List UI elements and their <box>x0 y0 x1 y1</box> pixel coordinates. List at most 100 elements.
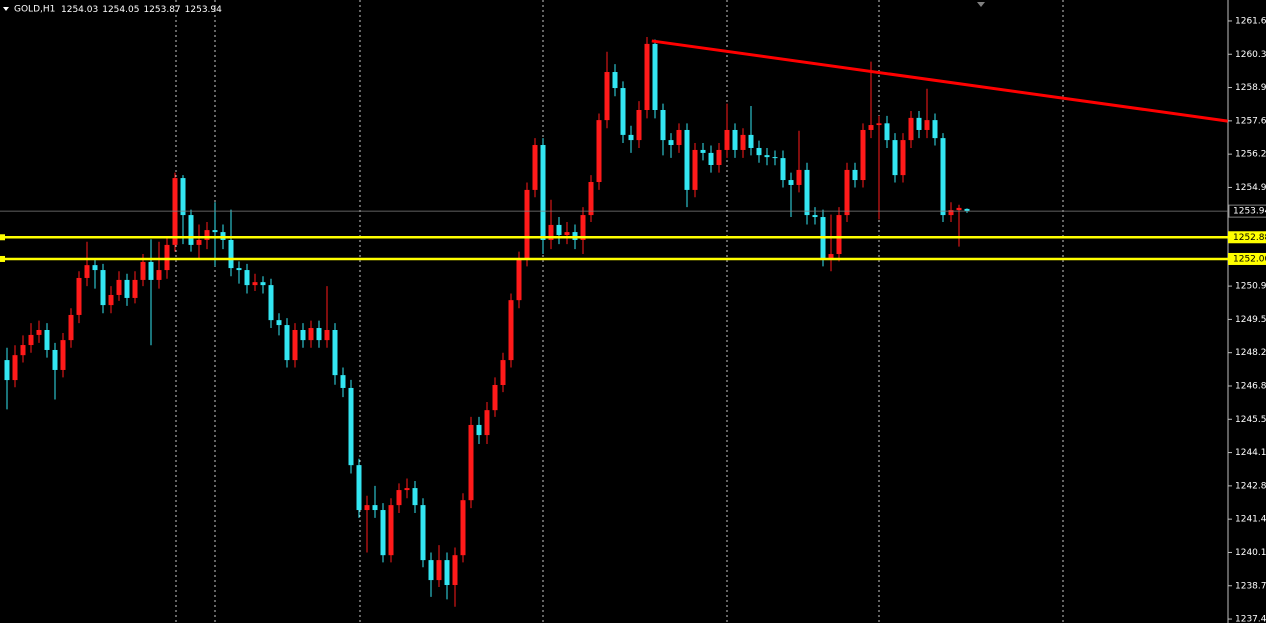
level-box <box>1228 231 1266 244</box>
candle-body <box>964 208 970 212</box>
y-tick-label: 1248.20 <box>1235 348 1266 358</box>
y-tick-label: 1260.30 <box>1235 50 1266 60</box>
y-tick-label: 1244.15 <box>1235 448 1266 458</box>
candle-body <box>12 355 18 381</box>
candle-body <box>596 120 602 183</box>
candle-body <box>116 279 122 295</box>
y-tick-label: 1246.85 <box>1235 381 1266 391</box>
candle-body <box>36 329 42 335</box>
candle-body <box>812 215 818 218</box>
candle-body <box>508 300 514 361</box>
candle-body <box>236 268 242 271</box>
ohlc-header: 1254.03 1254.05 1253.87 1253.94 <box>61 5 222 15</box>
y-tick-label: 1249.55 <box>1235 315 1266 325</box>
candle-body <box>228 239 234 269</box>
candle-body <box>284 325 290 361</box>
candle-body <box>484 410 490 436</box>
level-box <box>1228 252 1266 265</box>
candle-body <box>756 147 762 156</box>
candle-body <box>476 424 482 436</box>
candle-body <box>636 109 642 141</box>
current-price-label: 1253.94 <box>1233 207 1266 217</box>
candle-body <box>164 244 170 271</box>
candle-body <box>516 259 522 301</box>
candle-body <box>628 134 634 141</box>
level-label: 1252.88 <box>1233 233 1266 243</box>
candle-body <box>404 488 410 491</box>
ohlc-open: 1254.03 <box>61 5 98 15</box>
y-tick-label: 1238.75 <box>1235 581 1266 591</box>
candle-body <box>788 180 794 185</box>
candle-body <box>724 129 730 150</box>
candle-body <box>556 224 562 236</box>
candle-body <box>772 157 778 159</box>
scroll-marker <box>977 2 985 7</box>
candle-body <box>92 265 98 271</box>
candle-body <box>532 145 538 190</box>
candle-body <box>748 134 754 148</box>
y-tick-label: 1257.60 <box>1235 116 1266 126</box>
candle-body <box>612 72 618 89</box>
candle-body <box>844 169 850 216</box>
candle-body <box>44 329 50 350</box>
candle-body <box>916 117 922 130</box>
candle-body <box>676 129 682 146</box>
candle-body <box>388 505 394 556</box>
candle-body <box>156 270 162 280</box>
candle-body <box>244 270 250 286</box>
candle-body <box>260 282 266 286</box>
candle-body <box>564 232 570 236</box>
candle-body <box>548 224 554 240</box>
y-tick-label: 1254.90 <box>1235 183 1266 193</box>
candle-body <box>836 215 842 255</box>
candle-body <box>340 375 346 388</box>
candle-body <box>300 329 306 341</box>
candle-body <box>52 349 58 370</box>
candle-body <box>684 129 690 190</box>
candle-body <box>180 178 186 216</box>
y-tick-label: 1245.50 <box>1235 415 1266 425</box>
candle-body <box>668 140 674 146</box>
candle-body <box>908 117 914 141</box>
candle-body <box>212 230 218 233</box>
ohlc-high: 1254.05 <box>102 5 139 15</box>
candle-body <box>804 169 810 216</box>
candle-body <box>380 510 386 556</box>
candle-body <box>364 505 370 511</box>
candle-body <box>452 555 458 586</box>
candle-body <box>292 329 298 361</box>
candle-body <box>444 560 450 586</box>
candle-body <box>428 560 434 581</box>
candle-body <box>652 43 658 110</box>
candle-body <box>932 120 938 139</box>
y-tick-label: 1242.80 <box>1235 481 1266 491</box>
candle-body <box>412 488 418 506</box>
y-tick-label: 1261.65 <box>1235 16 1266 26</box>
candle-body <box>700 149 706 153</box>
candle-body <box>540 145 546 240</box>
candle-body <box>868 125 874 130</box>
candle-body <box>796 169 802 185</box>
candle-body <box>828 254 834 258</box>
candle-body <box>604 72 610 121</box>
candle-body <box>732 129 738 150</box>
candle-body <box>948 210 954 216</box>
symbol: GOLD,H1 <box>14 5 55 15</box>
candle-body <box>28 334 34 346</box>
candle-body <box>276 320 282 326</box>
candle-body <box>716 149 722 165</box>
y-tick-label: 1258.95 <box>1235 83 1266 93</box>
candle-body <box>108 294 114 306</box>
candle-body <box>356 465 362 511</box>
candle-body <box>892 140 898 176</box>
candle-body <box>588 182 594 216</box>
candle-body <box>196 239 202 245</box>
candle-body <box>620 88 626 135</box>
separators <box>175 0 1064 623</box>
y-tick-label: 1256.25 <box>1235 150 1266 160</box>
candle-body <box>84 265 90 278</box>
trendline <box>651 39 1229 123</box>
candle-body <box>884 123 890 141</box>
